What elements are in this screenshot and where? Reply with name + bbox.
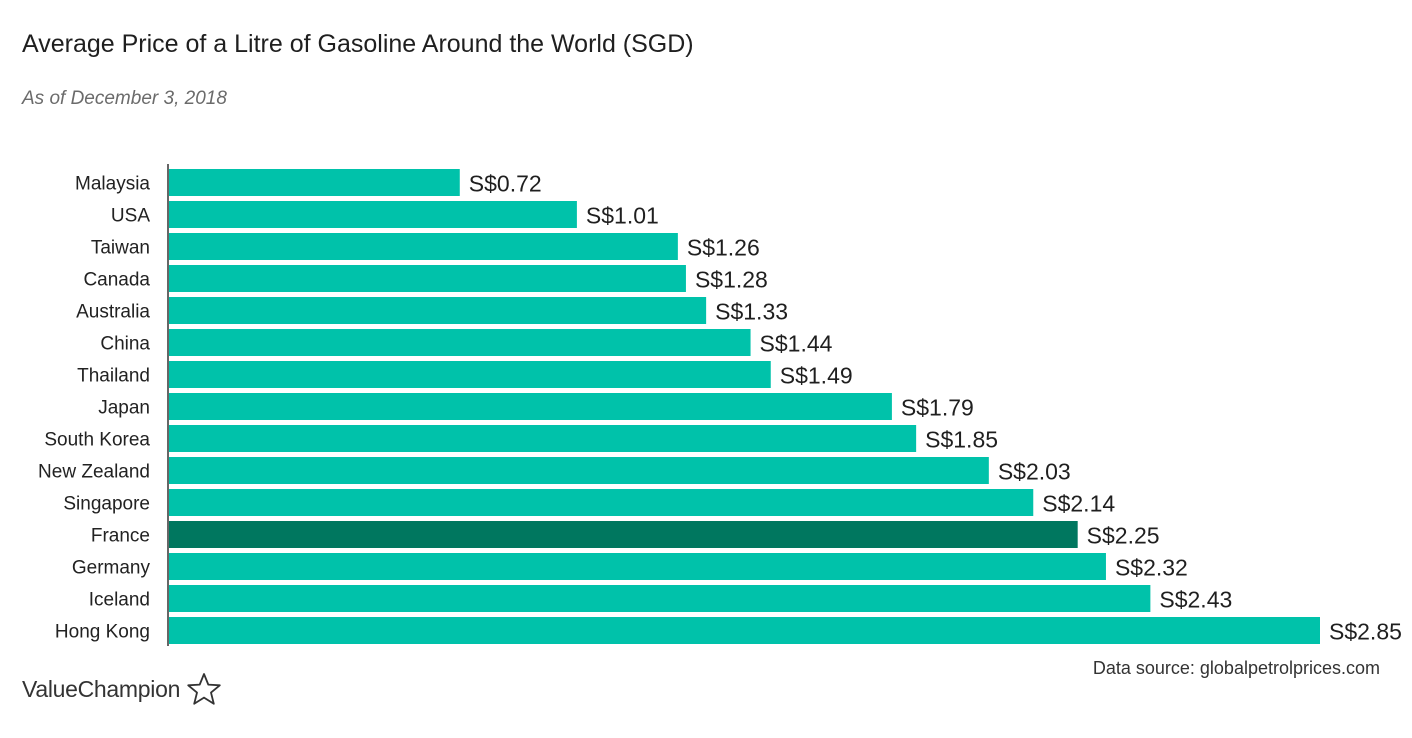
category-label: Japan [98, 398, 150, 419]
bar-hong-kong [169, 617, 1320, 644]
value-label: S$1.33 [715, 299, 788, 325]
brand-name: ValueChampion [22, 675, 181, 702]
bar-canada [169, 265, 686, 292]
value-label: S$2.32 [1115, 555, 1188, 581]
category-label: Taiwan [91, 238, 150, 259]
value-label: S$0.72 [469, 171, 542, 197]
category-label: New Zealand [38, 462, 150, 483]
bar-japan [169, 393, 892, 420]
category-label: Iceland [89, 590, 150, 611]
bar-taiwan [169, 233, 678, 260]
star-outline-icon [187, 673, 221, 705]
value-label: S$1.44 [760, 331, 833, 357]
value-label: S$1.01 [586, 203, 659, 229]
category-label: Malaysia [75, 174, 150, 195]
bar-south-korea [169, 425, 917, 452]
value-label: S$2.85 [1329, 619, 1402, 645]
brand-logo: ValueChampion [22, 672, 222, 706]
chart-subtitle: As of December 3, 2018 [22, 88, 227, 109]
bar-thailand [169, 361, 771, 388]
bar-germany [169, 553, 1106, 580]
value-label: S$1.26 [687, 235, 760, 261]
bar-france [169, 521, 1078, 548]
bar-australia [169, 297, 707, 324]
bar-singapore [169, 489, 1034, 516]
value-label: S$1.85 [925, 427, 998, 453]
category-label: Australia [76, 302, 150, 323]
value-label: S$1.49 [780, 363, 853, 389]
value-label: S$2.03 [998, 459, 1071, 485]
value-label: S$1.28 [695, 267, 768, 293]
category-label: Hong Kong [55, 622, 150, 643]
bars-layer: Malaysia S$0.72 USA S$1.01 Taiwan S$1.26 Canad… [38, 169, 1402, 645]
value-label: S$2.43 [1159, 587, 1232, 613]
chart-title: Average Price of a Litre of Gasoline Aro… [22, 30, 694, 58]
bar-china [169, 329, 751, 356]
bar-iceland [169, 585, 1151, 612]
category-label: Germany [72, 558, 151, 579]
category-label: China [100, 334, 150, 355]
bar-usa [169, 201, 577, 228]
value-label: S$2.14 [1042, 491, 1115, 517]
bar-new-zealand [169, 457, 989, 484]
category-label: Thailand [77, 366, 150, 387]
bar-malaysia [169, 169, 460, 196]
category-label: France [91, 526, 150, 547]
value-label: S$1.79 [901, 395, 974, 421]
data-source-note: Data source: globalpetrolprices.com [1092, 658, 1380, 678]
category-label: Canada [83, 270, 150, 291]
category-label: South Korea [44, 430, 150, 451]
category-label: Singapore [63, 494, 150, 515]
value-label: S$2.25 [1087, 523, 1160, 549]
category-label: USA [111, 206, 150, 227]
